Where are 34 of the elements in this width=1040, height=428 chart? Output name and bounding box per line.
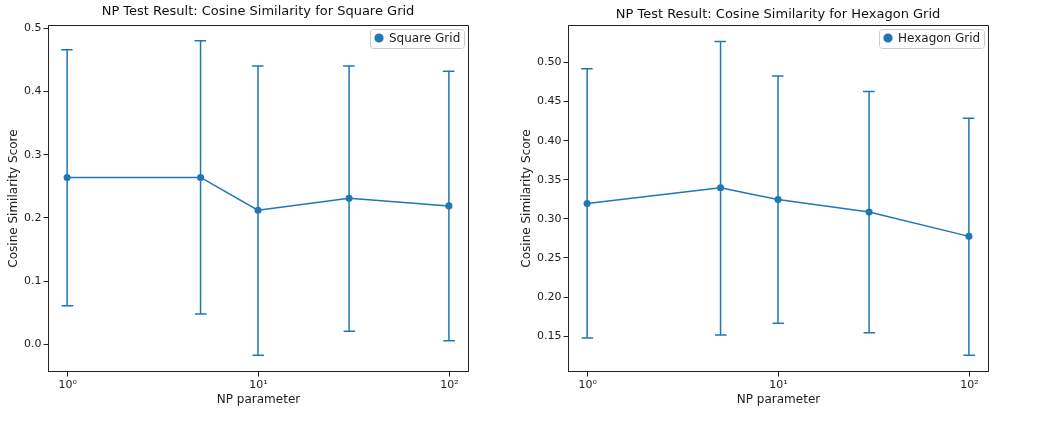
y-tick-label: 0.4 xyxy=(24,84,42,98)
legend-label: Hexagon Grid xyxy=(898,31,981,45)
x-tick-label: 10⁰ xyxy=(578,377,598,391)
y-tick-label: 0.45 xyxy=(537,94,562,108)
y-tick-label: 0.1 xyxy=(24,274,42,288)
y-axis-title: Cosine Similarity Score xyxy=(519,129,534,268)
x-axis-title: NP parameter xyxy=(216,391,301,406)
point xyxy=(774,196,782,204)
y-tick-label: 0.25 xyxy=(537,250,562,264)
y-axis-title: Cosine Similarity Score xyxy=(6,129,21,268)
y-tick-label: 0.0 xyxy=(24,337,42,351)
y-tick-label: 0.30 xyxy=(537,211,562,225)
point xyxy=(965,232,973,240)
y-tick-label: 0.50 xyxy=(537,55,562,69)
point xyxy=(583,199,591,208)
legend-label: Square Grid xyxy=(389,31,461,45)
point xyxy=(445,202,453,210)
chart-title: NP Test Result: Cosine Similarity for Square Grid xyxy=(101,2,415,18)
y-tick-label: 0.15 xyxy=(537,329,562,343)
chart-title: NP Test Result: Cosine Similarity for Hexagon Grid xyxy=(615,6,941,21)
y-tick-label: 0.35 xyxy=(537,172,562,186)
x-tick-label: 10⁰ xyxy=(58,377,78,391)
x-tick-label: 10² xyxy=(960,377,979,391)
point xyxy=(63,173,71,181)
x-tick-label: 10¹ xyxy=(769,377,788,391)
y-tick-label: 0.3 xyxy=(24,147,42,161)
x-axis-title: NP parameter xyxy=(736,391,821,406)
x-tick-label: 10¹ xyxy=(249,377,268,391)
y-tick-label: 0.40 xyxy=(537,133,562,147)
x-tick-label: 10² xyxy=(440,377,459,391)
point xyxy=(254,206,262,214)
y-tick-label: 0.2 xyxy=(24,210,42,224)
y-tick-label: 0.5 xyxy=(24,21,42,35)
y-tick-label: 0.20 xyxy=(537,290,562,304)
